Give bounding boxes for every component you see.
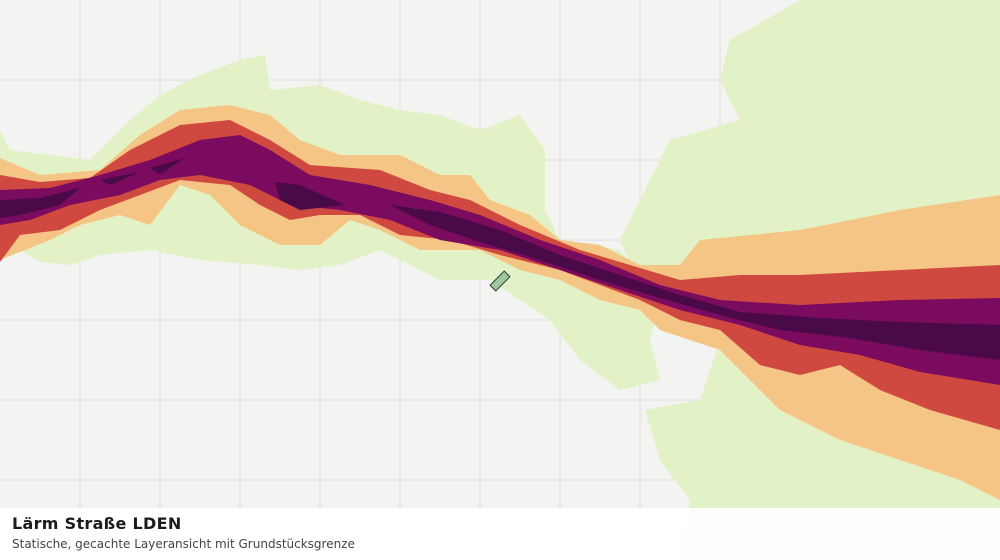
noise-zone-medium xyxy=(0,105,1000,500)
layer-subtitle: Statische, gecachte Layeransicht mit Gru… xyxy=(12,537,355,551)
noise-zone-high xyxy=(0,120,1000,430)
caption-panel: Lärm Straße LDEN Statische, gecachte Lay… xyxy=(0,508,1000,560)
parcel-boundary xyxy=(489,270,511,292)
noise-zone-max xyxy=(0,158,1000,360)
layer-title: Lärm Straße LDEN xyxy=(12,514,182,533)
